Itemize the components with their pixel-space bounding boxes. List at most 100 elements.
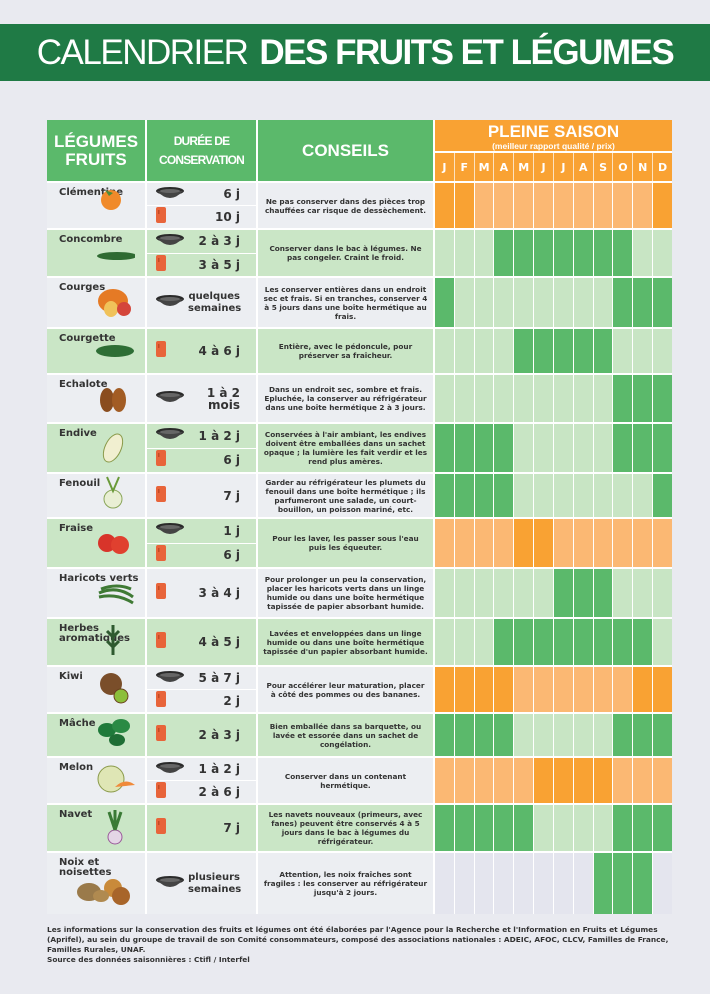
storage-line: 6 j (147, 183, 256, 205)
storage-duration: 6 j (223, 187, 240, 201)
month-header: M (514, 153, 535, 181)
storage-duration: 4 à 5 j (198, 635, 240, 649)
table-row: Fraise 1 j 6 j Pour les laver, les passer s… (47, 517, 672, 567)
table-row: Navet 7 j Les navets nouveaux (primeurs, a… (47, 803, 672, 851)
season-title: PLEINE SAISON (487, 122, 620, 141)
season-cell-out (454, 619, 475, 665)
season-cell-out (553, 375, 574, 422)
storage-duration: 3 à 5 j (198, 257, 240, 272)
basket-icon (155, 521, 185, 540)
storage-line: 3 à 5 j (147, 252, 256, 277)
season-cell-out (494, 758, 515, 803)
basket-icon (155, 874, 185, 893)
storage-line: 4 à 6 j (147, 329, 256, 373)
season-cell-in (435, 474, 455, 517)
season-cell-in (573, 230, 594, 276)
item-name-cell: Noix et noisettes (47, 853, 147, 914)
season-cell-out (593, 805, 614, 851)
item-name: Concombre (59, 234, 123, 245)
season-cell-in (633, 619, 654, 665)
storage-line: 1 à 2 j (147, 424, 256, 448)
storage-duration: 3 à 4 j (198, 586, 240, 600)
cucumber-illustration (97, 252, 135, 260)
season-cells (435, 758, 672, 803)
duration-cell: 3 à 4 j (147, 569, 258, 617)
season-cell-in (613, 424, 634, 472)
season-subtitle: (meilleur rapport qualité / prix) (492, 141, 615, 151)
season-cell-out (435, 375, 455, 422)
fridge-icon (155, 724, 167, 746)
season-cell-out (534, 569, 554, 617)
season-cell-out (553, 853, 574, 914)
season-cell-out (573, 805, 594, 851)
season-cell-in (435, 667, 455, 712)
season-cell-out (633, 474, 654, 517)
season-cell-in (613, 230, 634, 276)
storage-duration: 6 j (223, 548, 240, 563)
season-cell-in (553, 230, 574, 276)
season-cell-in (653, 375, 672, 422)
footer-source: Source des données saisonnières : Ctifl … (47, 955, 250, 964)
season-cell-out (454, 853, 475, 914)
season-cells (435, 183, 672, 228)
season-cells (435, 424, 672, 472)
fridge-icon (155, 544, 167, 566)
storage-duration: 6 j (223, 453, 240, 468)
fridge-icon (155, 781, 167, 803)
basket-icon (155, 760, 185, 779)
item-name: Haricots verts (59, 573, 139, 584)
season-cell-out (613, 667, 634, 712)
season-cell-in (553, 569, 574, 617)
item-name-cell: Echalote (47, 375, 147, 422)
storage-duration: 2 à 3 j (198, 234, 240, 249)
season-cell-in (593, 569, 614, 617)
table-row: Noix et noisettes plusieurs semaines Atten… (47, 851, 672, 914)
page-title: CALENDRIER DES FRUITS ET LÉGUMES (0, 24, 710, 81)
season-cell-out (514, 474, 535, 517)
zucchini-illustration (96, 345, 134, 357)
item-name-cell: Herbes aromatiques (47, 619, 147, 665)
season-cell-out (494, 569, 515, 617)
storage-line: quelques semaines (147, 278, 256, 327)
season-cells (435, 329, 672, 373)
season-cell-out (593, 667, 614, 712)
season-cell-in (435, 424, 455, 472)
season-cell-out (454, 758, 475, 803)
clementine-illustration (101, 190, 121, 210)
storage-line: 10 j (147, 205, 256, 228)
season-cells (435, 569, 672, 617)
duration-cell: 4 à 6 j (147, 329, 258, 373)
season-cell-out (514, 714, 535, 756)
squash-illustration (98, 289, 131, 317)
item-name: Melon (59, 762, 94, 773)
season-cell-out (494, 519, 515, 567)
advice-cell: Les navets nouveaux (primeurs, avec fane… (258, 805, 435, 851)
season-cell-out (653, 758, 672, 803)
fridge-icon (155, 449, 167, 471)
season-cell-in (573, 619, 594, 665)
duration-cell: 7 j (147, 805, 258, 851)
season-cell-out (553, 805, 574, 851)
season-cell-in (573, 758, 594, 803)
basket-icon (155, 669, 185, 688)
basket-icon (155, 185, 185, 204)
storage-line: 2 à 3 j (147, 230, 256, 253)
item-name-cell: Clémentine (47, 183, 147, 228)
item-name-cell: Fraise (47, 519, 147, 567)
season-cell-out (573, 853, 594, 914)
season-cell-out (553, 667, 574, 712)
table-row: Courgette 4 à 6 j Entière, avec le pédoncu… (47, 327, 672, 373)
season-cell-in (435, 805, 455, 851)
season-cell-out (435, 519, 455, 567)
season-cell-out (633, 569, 654, 617)
advice-cell: Pour les laver, les passer sous l'eau pu… (258, 519, 435, 567)
season-cell-out (494, 375, 515, 422)
season-cell-out (435, 569, 455, 617)
storage-duration: 2 à 6 j (198, 785, 240, 799)
season-cell-out (613, 329, 634, 373)
storage-duration: 5 à 7 j (198, 671, 240, 685)
month-header: S (594, 153, 614, 181)
item-name: Mâche (59, 718, 96, 729)
season-cell-out (553, 278, 574, 327)
